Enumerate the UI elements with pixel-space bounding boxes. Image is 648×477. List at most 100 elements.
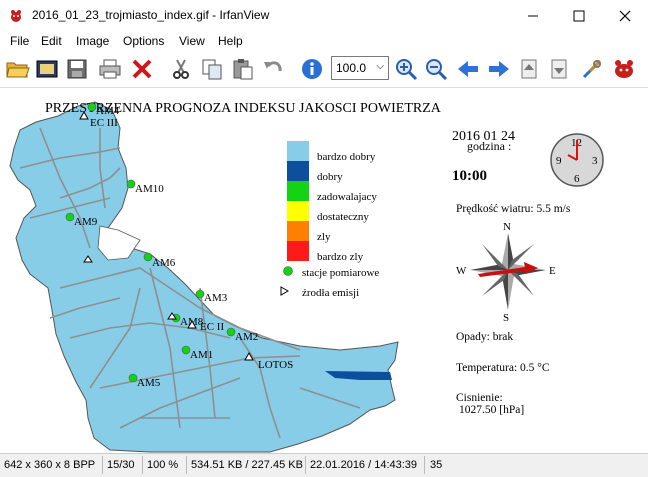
chevron-down-icon: ⌵ <box>376 61 384 72</box>
legend: bardzo dobry dobry zadowalajacy dostatec… <box>280 141 379 299</box>
info-button[interactable] <box>298 55 326 83</box>
station-am10-label: AM10 <box>135 183 164 195</box>
compass-rose: N E S W <box>456 221 556 324</box>
copy-button[interactable] <box>198 55 226 83</box>
station-am4-marker <box>87 102 97 112</box>
toolbar <box>0 53 648 86</box>
pressure-label: Cisnienie: <box>456 392 503 404</box>
legend-source-marker <box>280 286 290 296</box>
legend-station-marker <box>283 266 293 276</box>
compass-w: W <box>456 265 467 277</box>
source-extra2-marker <box>167 312 177 320</box>
clock: 12 3 6 9 <box>550 133 604 187</box>
station-am1-marker <box>181 345 191 355</box>
air-quality-map: PRZESTRZENNA PROGNOZA INDEKSU JAKOSCI PO… <box>9 101 604 453</box>
print-icon <box>99 59 121 79</box>
page-up-button[interactable] <box>516 55 544 83</box>
menu-bar: File Edit Image Options View Help <box>0 32 648 52</box>
slideshow-button[interactable] <box>33 55 61 83</box>
zoom-select[interactable]: 100.0 ⌵ <box>331 56 389 80</box>
minimize-button[interactable] <box>510 0 556 32</box>
map-area-dobry <box>325 371 392 380</box>
station-am10-marker <box>126 179 136 189</box>
menu-edit[interactable]: Edit <box>41 34 62 48</box>
station-am9-marker <box>65 212 75 222</box>
precipitation: Opady: brak <box>456 331 513 343</box>
save-button[interactable] <box>63 55 91 83</box>
open-button[interactable] <box>4 55 32 83</box>
clock-num-9: 9 <box>556 155 562 167</box>
legend-label-3: dostateczny <box>317 211 369 223</box>
compass-e: E <box>549 265 556 277</box>
cut-icon <box>173 59 189 79</box>
stations: AM4 AM10 AM9 AM6 AM3 AM8 AM2 AM1 AM5 <box>65 102 258 389</box>
close-button[interactable] <box>602 0 648 32</box>
irfanview-app-icon[interactable] <box>8 8 24 24</box>
source-ec2-label: EC II <box>200 321 224 333</box>
info-icon <box>302 59 322 79</box>
paste-icon <box>233 59 253 80</box>
previous-button[interactable] <box>454 55 482 83</box>
zoom-out-icon <box>426 59 448 81</box>
maximize-button[interactable] <box>556 0 602 32</box>
status-count: 35 <box>430 459 443 471</box>
page-down-button[interactable] <box>546 55 574 83</box>
station-am2-label: AM2 <box>235 331 258 343</box>
previous-icon <box>458 61 478 77</box>
source-ec2-marker <box>187 319 197 329</box>
clock-num-3: 3 <box>592 155 598 167</box>
legend-label-5: bardzo zly <box>317 251 364 263</box>
zoom-select-value: 100.0 <box>336 61 367 75</box>
map-title: PRZESTRZENNA PROGNOZA INDEKSU JAKOSCI PO… <box>45 101 442 116</box>
delete-icon <box>132 59 152 79</box>
station-am6-marker <box>143 252 153 262</box>
legend-swatch-3 <box>287 201 309 221</box>
status-bar: 642 x 360 x 8 BPP 15/30 100 % 534.51 KB … <box>0 453 648 477</box>
pressure-value: 1027.50 [hPa] <box>459 404 524 416</box>
status-zoom: 100 % <box>147 459 179 471</box>
road-network <box>19 127 361 439</box>
source-ec3-label: EC III <box>90 117 118 129</box>
image-viewport[interactable]: PRZESTRZENNA PROGNOZA INDEKSU JAKOSCI PO… <box>0 87 648 454</box>
temperature: Temperatura: 0.5 °C <box>456 362 550 374</box>
station-am1-label: AM1 <box>190 349 213 361</box>
status-datetime: 22.01.2016 / 14:43:39 <box>310 459 418 471</box>
hour-label: godzina : <box>467 139 511 153</box>
station-am6-label: AM6 <box>152 257 176 269</box>
menu-image[interactable]: Image <box>76 34 110 48</box>
station-am9-label: AM9 <box>74 216 98 228</box>
menu-options[interactable]: Options <box>123 34 165 48</box>
source-extra-marker <box>83 255 93 263</box>
delete-button[interactable] <box>128 55 156 83</box>
station-am5-marker <box>128 373 138 383</box>
menu-file[interactable]: File <box>10 34 30 48</box>
forecast-date: 2016 01 24 <box>452 129 515 144</box>
legend-stations-label: stacje pomiarowe <box>302 267 379 279</box>
print-button[interactable] <box>96 55 124 83</box>
status-index: 15/30 <box>107 459 135 471</box>
zoom-in-button[interactable] <box>392 55 420 83</box>
map-inner-gap <box>97 225 141 261</box>
settings-button[interactable] <box>578 55 606 83</box>
slideshow-icon <box>36 60 58 78</box>
legend-swatch-4 <box>287 221 309 241</box>
clock-num-6: 6 <box>574 173 580 185</box>
station-am3-marker <box>195 289 205 299</box>
legend-swatch-5 <box>287 241 309 261</box>
paste-button[interactable] <box>229 55 257 83</box>
next-icon <box>489 61 509 77</box>
zoom-out-button[interactable] <box>422 55 450 83</box>
undo-button[interactable] <box>259 55 287 83</box>
next-button[interactable] <box>485 55 513 83</box>
compass-n: N <box>503 221 511 233</box>
about-button[interactable] <box>610 55 638 83</box>
legend-swatch-1 <box>287 161 309 181</box>
cut-button[interactable] <box>167 55 195 83</box>
menu-view[interactable]: View <box>179 34 205 48</box>
legend-label-4: zly <box>317 231 331 243</box>
maximize-icon <box>573 10 585 22</box>
legend-swatch-2 <box>287 181 309 201</box>
wind-speed: Prędkość wiatru: 5.5 m/s <box>456 203 571 215</box>
status-dimensions: 642 x 360 x 8 BPP <box>4 459 96 471</box>
menu-help[interactable]: Help <box>218 34 243 48</box>
